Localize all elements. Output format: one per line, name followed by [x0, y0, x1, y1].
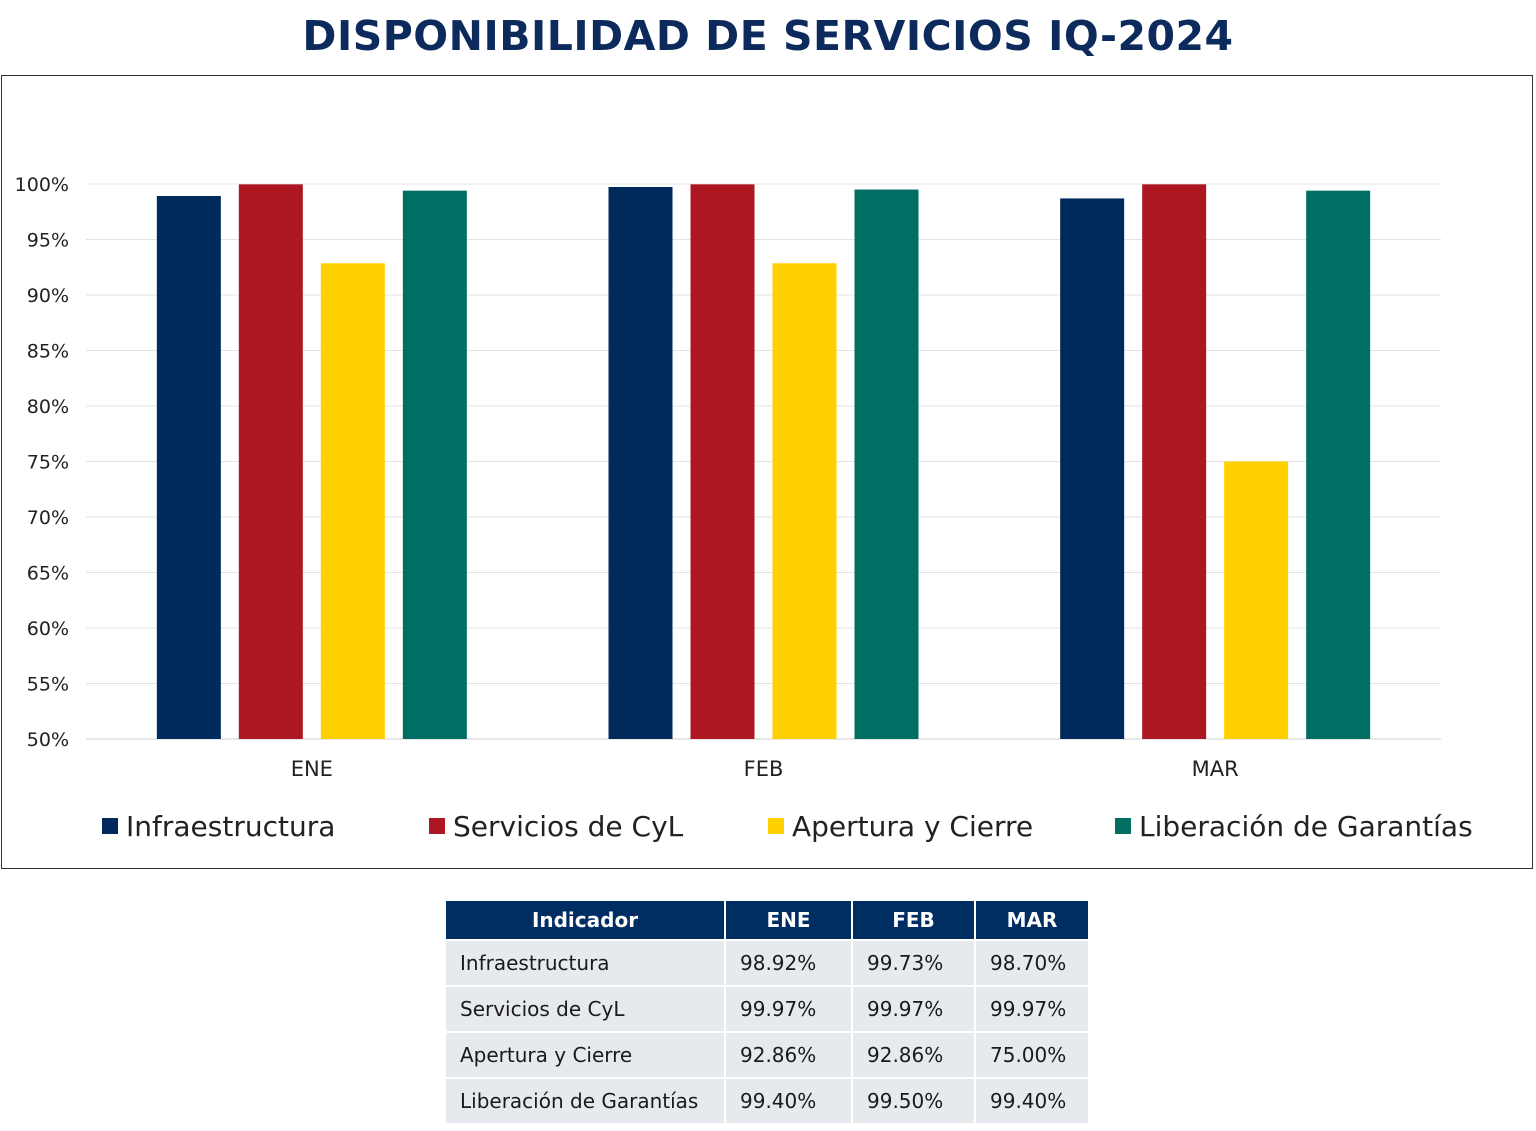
- page-title: DISPONIBILIDAD DE SERVICIOS IQ-2024: [302, 12, 1234, 60]
- y-tick-label: 70%: [27, 507, 69, 529]
- data-table: Indicador ENE FEB MAR Infraestructura 98…: [444, 899, 1090, 1125]
- x-tick-label: MAR: [1192, 757, 1239, 781]
- bar: [690, 184, 755, 739]
- table-cell: 99.40%: [976, 1079, 1088, 1123]
- table-header-mar: MAR: [976, 901, 1088, 939]
- y-tick-label: 60%: [27, 618, 69, 640]
- bar: [1306, 190, 1371, 739]
- legend-swatch: [768, 818, 784, 834]
- table-cell: 99.50%: [853, 1079, 974, 1123]
- y-tick-label: 55%: [27, 674, 69, 696]
- table-cell: Infraestructura: [446, 941, 724, 985]
- table-row: Infraestructura 98.92% 99.73% 98.70%: [446, 941, 1088, 985]
- y-tick-label: 85%: [27, 341, 69, 363]
- table-header-row: Indicador ENE FEB MAR: [446, 901, 1088, 939]
- bar: [1142, 184, 1207, 739]
- table-cell: 99.73%: [853, 941, 974, 985]
- y-tick-label: 90%: [27, 285, 69, 307]
- bar: [608, 186, 673, 739]
- legend-swatch: [1115, 818, 1131, 834]
- legend-swatch: [102, 818, 118, 834]
- bar: [320, 263, 385, 739]
- table-row: Liberación de Garantías 99.40% 99.50% 99…: [446, 1079, 1088, 1123]
- x-tick-label: FEB: [744, 757, 784, 781]
- bar: [1224, 461, 1289, 739]
- y-tick-label: 80%: [27, 396, 69, 418]
- bar: [854, 189, 919, 740]
- y-tick-label: 65%: [27, 563, 69, 585]
- table-cell: Liberación de Garantías: [446, 1079, 724, 1123]
- legend-label: Servicios de CyL: [453, 810, 684, 843]
- table-cell: Apertura y Cierre: [446, 1033, 724, 1077]
- chart-frame: 50% 55% 60% 65% 70% 75% 80% 85% 90% 95% 100% ENE FEB…: [1, 75, 1533, 869]
- bar: [238, 184, 303, 739]
- table-cell: 99.97%: [853, 987, 974, 1031]
- table-header-indicador: Indicador: [446, 901, 724, 939]
- y-tick-label: 100%: [15, 174, 69, 196]
- y-tick-label: 75%: [27, 452, 69, 474]
- y-tick-label: 50%: [27, 729, 69, 751]
- table-cell: 75.00%: [976, 1033, 1088, 1077]
- table-cell: 98.92%: [726, 941, 851, 985]
- table-cell: 92.86%: [726, 1033, 851, 1077]
- bar: [402, 190, 467, 739]
- y-tick-label: 95%: [27, 230, 69, 252]
- legend-label: Apertura y Cierre: [792, 810, 1033, 843]
- table-header-feb: FEB: [853, 901, 974, 939]
- x-tick-label: ENE: [291, 757, 333, 781]
- bar-chart: 50% 55% 60% 65% 70% 75% 80% 85% 90% 95% 100% ENE FEB…: [15, 174, 1473, 843]
- bar: [772, 263, 837, 739]
- legend-swatch: [429, 818, 445, 834]
- table-cell: 99.97%: [976, 987, 1088, 1031]
- bar: [156, 195, 221, 739]
- table-cell: Servicios de CyL: [446, 987, 724, 1031]
- table-header-ene: ENE: [726, 901, 851, 939]
- table-cell: 99.40%: [726, 1079, 851, 1123]
- bar: [1060, 198, 1125, 739]
- table-row: Apertura y Cierre 92.86% 92.86% 75.00%: [446, 1033, 1088, 1077]
- table-cell: 92.86%: [853, 1033, 974, 1077]
- legend-label: Liberación de Garantías: [1139, 810, 1473, 843]
- table-cell: 98.70%: [976, 941, 1088, 985]
- table-row: Servicios de CyL 99.97% 99.97% 99.97%: [446, 987, 1088, 1031]
- table-cell: 99.97%: [726, 987, 851, 1031]
- legend-label: Infraestructura: [126, 810, 335, 843]
